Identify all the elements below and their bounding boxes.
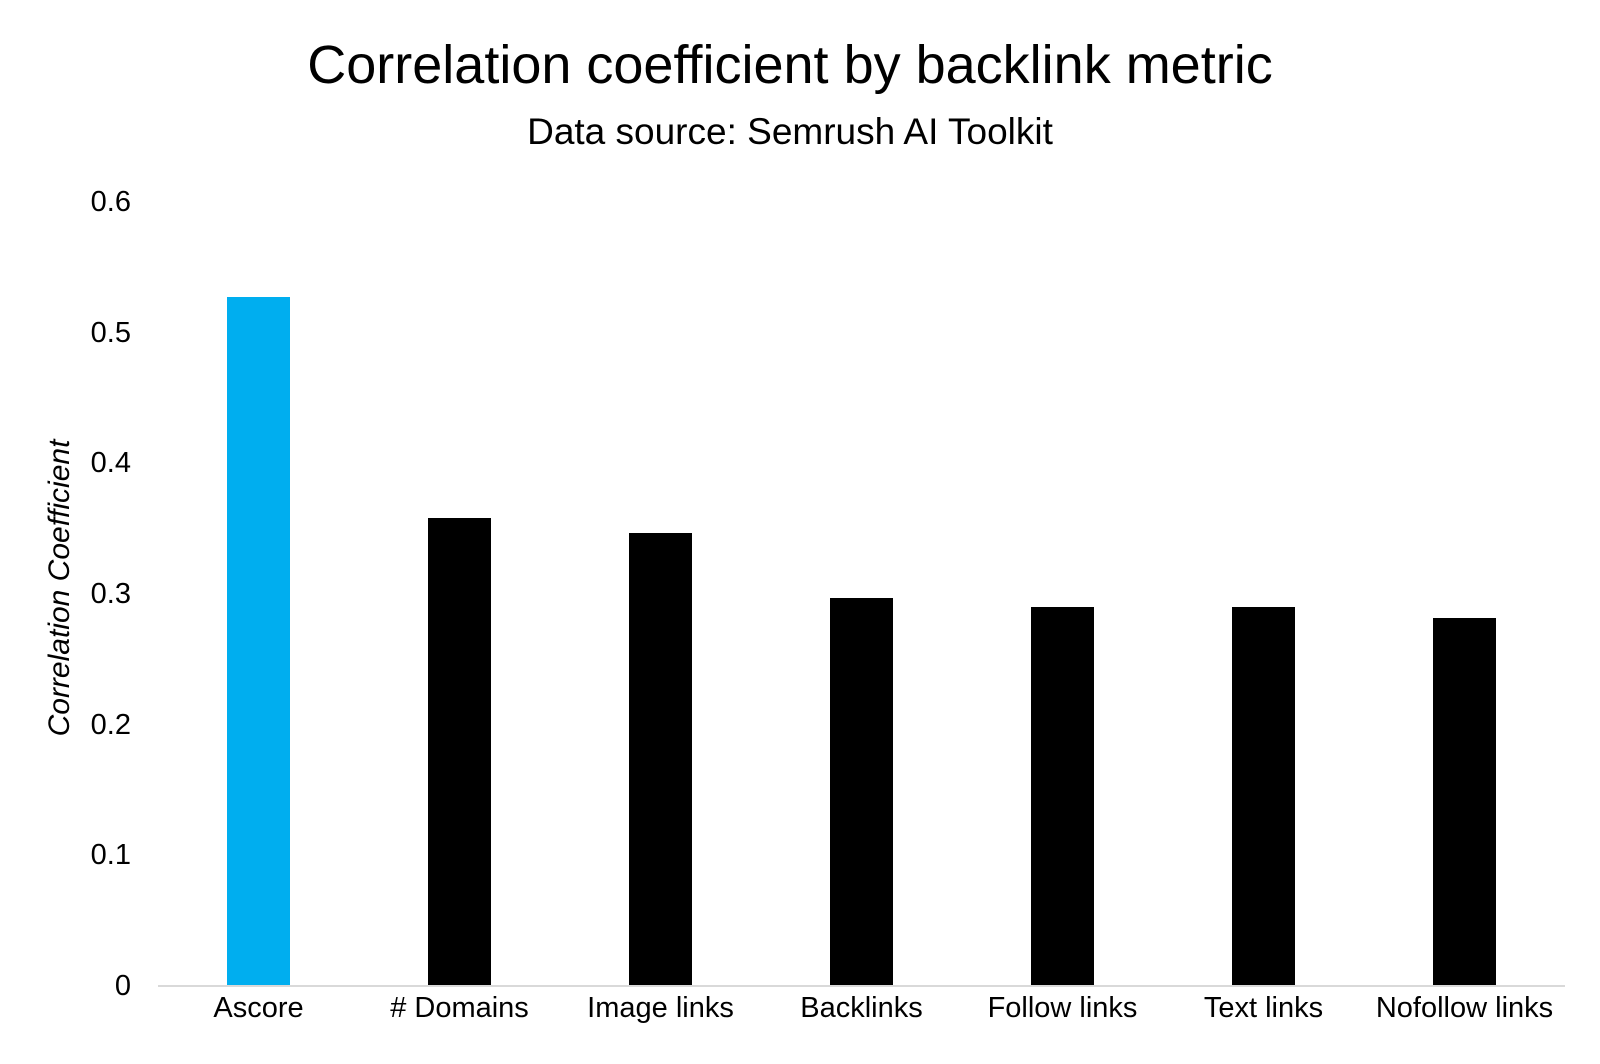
x-axis-label-image-links: Image links — [587, 992, 734, 1024]
bar-domains — [428, 518, 491, 986]
y-tick-label-0-1: 0.1 — [90, 839, 131, 872]
bar-nofollow-links — [1433, 617, 1496, 986]
x-axis-label-domains: # Domains — [390, 992, 529, 1024]
x-axis-label-ascore: Ascore — [213, 992, 304, 1024]
y-tick-label-0-5: 0.5 — [90, 316, 131, 349]
y-tick-label-0: 0 — [114, 970, 131, 1002]
x-axis-label-nofollow-links: Nofollow links — [1375, 992, 1554, 1024]
chart-title: Correlation coefficient by backlink metr… — [307, 35, 1273, 95]
y-tick-label-0-4: 0.4 — [90, 447, 131, 480]
x-axis-label-backlinks: Backlinks — [800, 992, 923, 1024]
bar-follow-links — [1031, 607, 1094, 986]
x-axis-label-follow-links: Follow links — [987, 992, 1138, 1024]
bar-ascore — [227, 297, 290, 986]
bar-backlinks — [830, 597, 893, 986]
y-tick-label-0-2: 0.2 — [90, 708, 131, 741]
bar-image-links — [629, 532, 692, 986]
y-tick-label-0-3: 0.3 — [90, 578, 131, 610]
x-axis-line — [158, 985, 1565, 987]
y-tick-label-0-6: 0.6 — [90, 186, 131, 218]
bar-text-links — [1232, 607, 1295, 986]
chart-subtitle: Data source: Semrush AI Toolkit — [527, 111, 1053, 152]
x-axis-label-text-links: Text links — [1203, 992, 1324, 1024]
